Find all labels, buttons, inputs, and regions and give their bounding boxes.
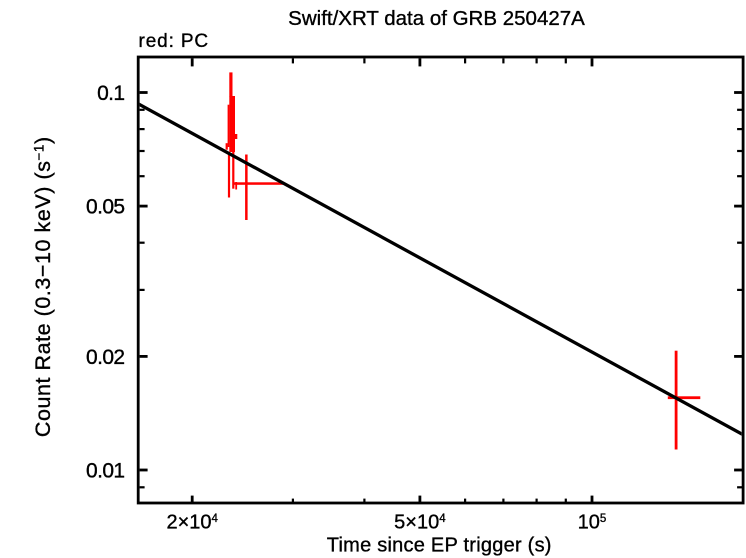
svg-text:5×104: 5×104: [394, 512, 446, 534]
svg-text:Swift/XRT data of GRB 250427A: Swift/XRT data of GRB 250427A: [288, 7, 585, 30]
svg-text:Count Rate (0.3−10 keV) (s−1): Count Rate (0.3−10 keV) (s−1): [31, 136, 55, 437]
svg-text:0.1: 0.1: [97, 82, 124, 105]
svg-text:105: 105: [578, 512, 607, 534]
svg-text:2×104: 2×104: [166, 512, 218, 534]
svg-text:red: PC: red: PC: [139, 31, 210, 52]
svg-text:Time since EP trigger (s): Time since EP trigger (s): [327, 535, 552, 557]
svg-text:0.01: 0.01: [86, 460, 124, 483]
svg-text:0.05: 0.05: [86, 196, 124, 219]
svg-text:0.02: 0.02: [86, 346, 124, 369]
